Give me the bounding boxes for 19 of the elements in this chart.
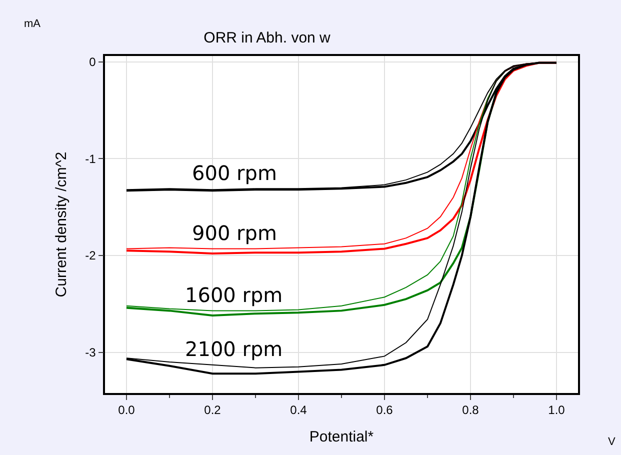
series-label: 600 rpm [192, 161, 277, 185]
chart-title: ORR in Abh. von w [204, 29, 331, 46]
x-tick-label: 0.0 [118, 403, 136, 418]
y-tick-label: -2 [85, 248, 96, 263]
x-tick-label: 0.4 [290, 403, 308, 418]
x-tick-label: 0.8 [462, 403, 480, 418]
y-tick-label: -1 [85, 152, 96, 166]
x-tick-label: 1.0 [548, 403, 566, 418]
series-label: 1600 rpm [185, 283, 283, 307]
y-axis-title: Current density /cm^2 [52, 152, 70, 298]
text: V [608, 436, 616, 448]
series-label: 2100 rpm [185, 337, 283, 361]
text: mA [24, 18, 42, 30]
series-label: 900 rpm [192, 221, 277, 245]
x-tick-label: 0.2 [204, 403, 222, 418]
x-tick-label: 0.6 [376, 403, 394, 418]
x-axis-title: Potential* [309, 428, 374, 446]
y-tick-label: -3 [85, 346, 96, 360]
y-tick-label: 0 [89, 55, 96, 70]
